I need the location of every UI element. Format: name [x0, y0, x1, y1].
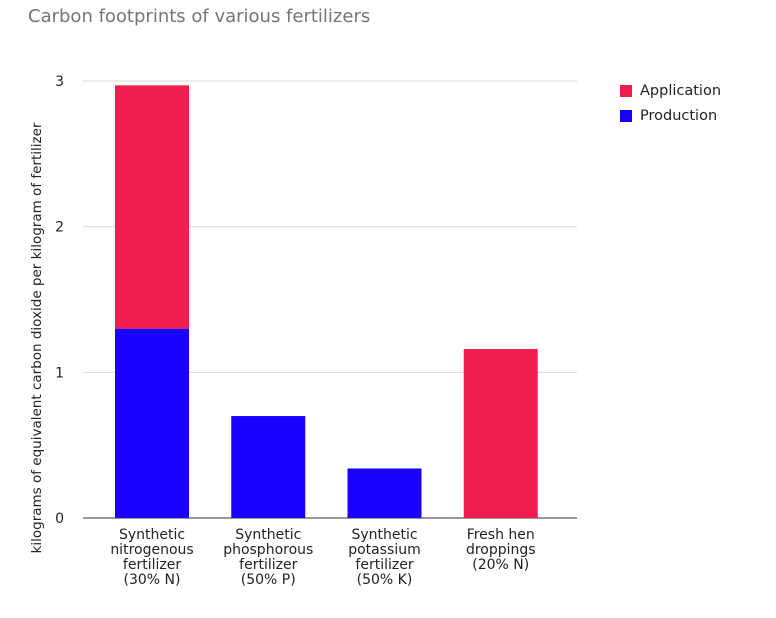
bar-production-1 — [115, 328, 189, 518]
y-axis-label: kilograms of equivalent carbon dioxide p… — [29, 122, 45, 553]
x-category-label: Synthetic phosphorous fertilizer (50% P) — [223, 527, 313, 588]
y-tick-label: 2 — [55, 220, 64, 236]
y-tick-label: 3 — [55, 74, 64, 90]
legend-swatch — [620, 84, 632, 97]
y-tick-label: 1 — [55, 365, 64, 381]
y-tick-label: 0 — [55, 511, 64, 527]
legend-item-application[interactable]: Application — [620, 78, 721, 103]
legend-label: Application — [640, 82, 722, 99]
x-category-label: Synthetic nitrogenous fertilizer (30% N) — [110, 527, 193, 588]
bar-production-2 — [231, 416, 306, 518]
bar-application-1 — [115, 85, 189, 329]
x-axis-labels: Synthetic nitrogenous fertilizer (30% N) Syn… — [110, 527, 535, 588]
legend: Application Production — [620, 78, 721, 128]
legend-label: Production — [640, 107, 718, 124]
legend-swatch — [620, 109, 632, 122]
y-axis-ticks: 0 1 2 3 — [55, 74, 64, 527]
bar-production-3 — [347, 468, 422, 518]
legend-item-production[interactable]: Production — [620, 103, 721, 128]
bars — [115, 85, 538, 518]
x-category-label: Synthetic potassium fertilizer (50% K) — [348, 527, 421, 588]
bar-application-4 — [463, 349, 538, 518]
chart-title: Carbon footprints of various fertilizers — [28, 6, 371, 27]
x-category-label: Fresh hen droppings (20% N) — [466, 527, 536, 573]
